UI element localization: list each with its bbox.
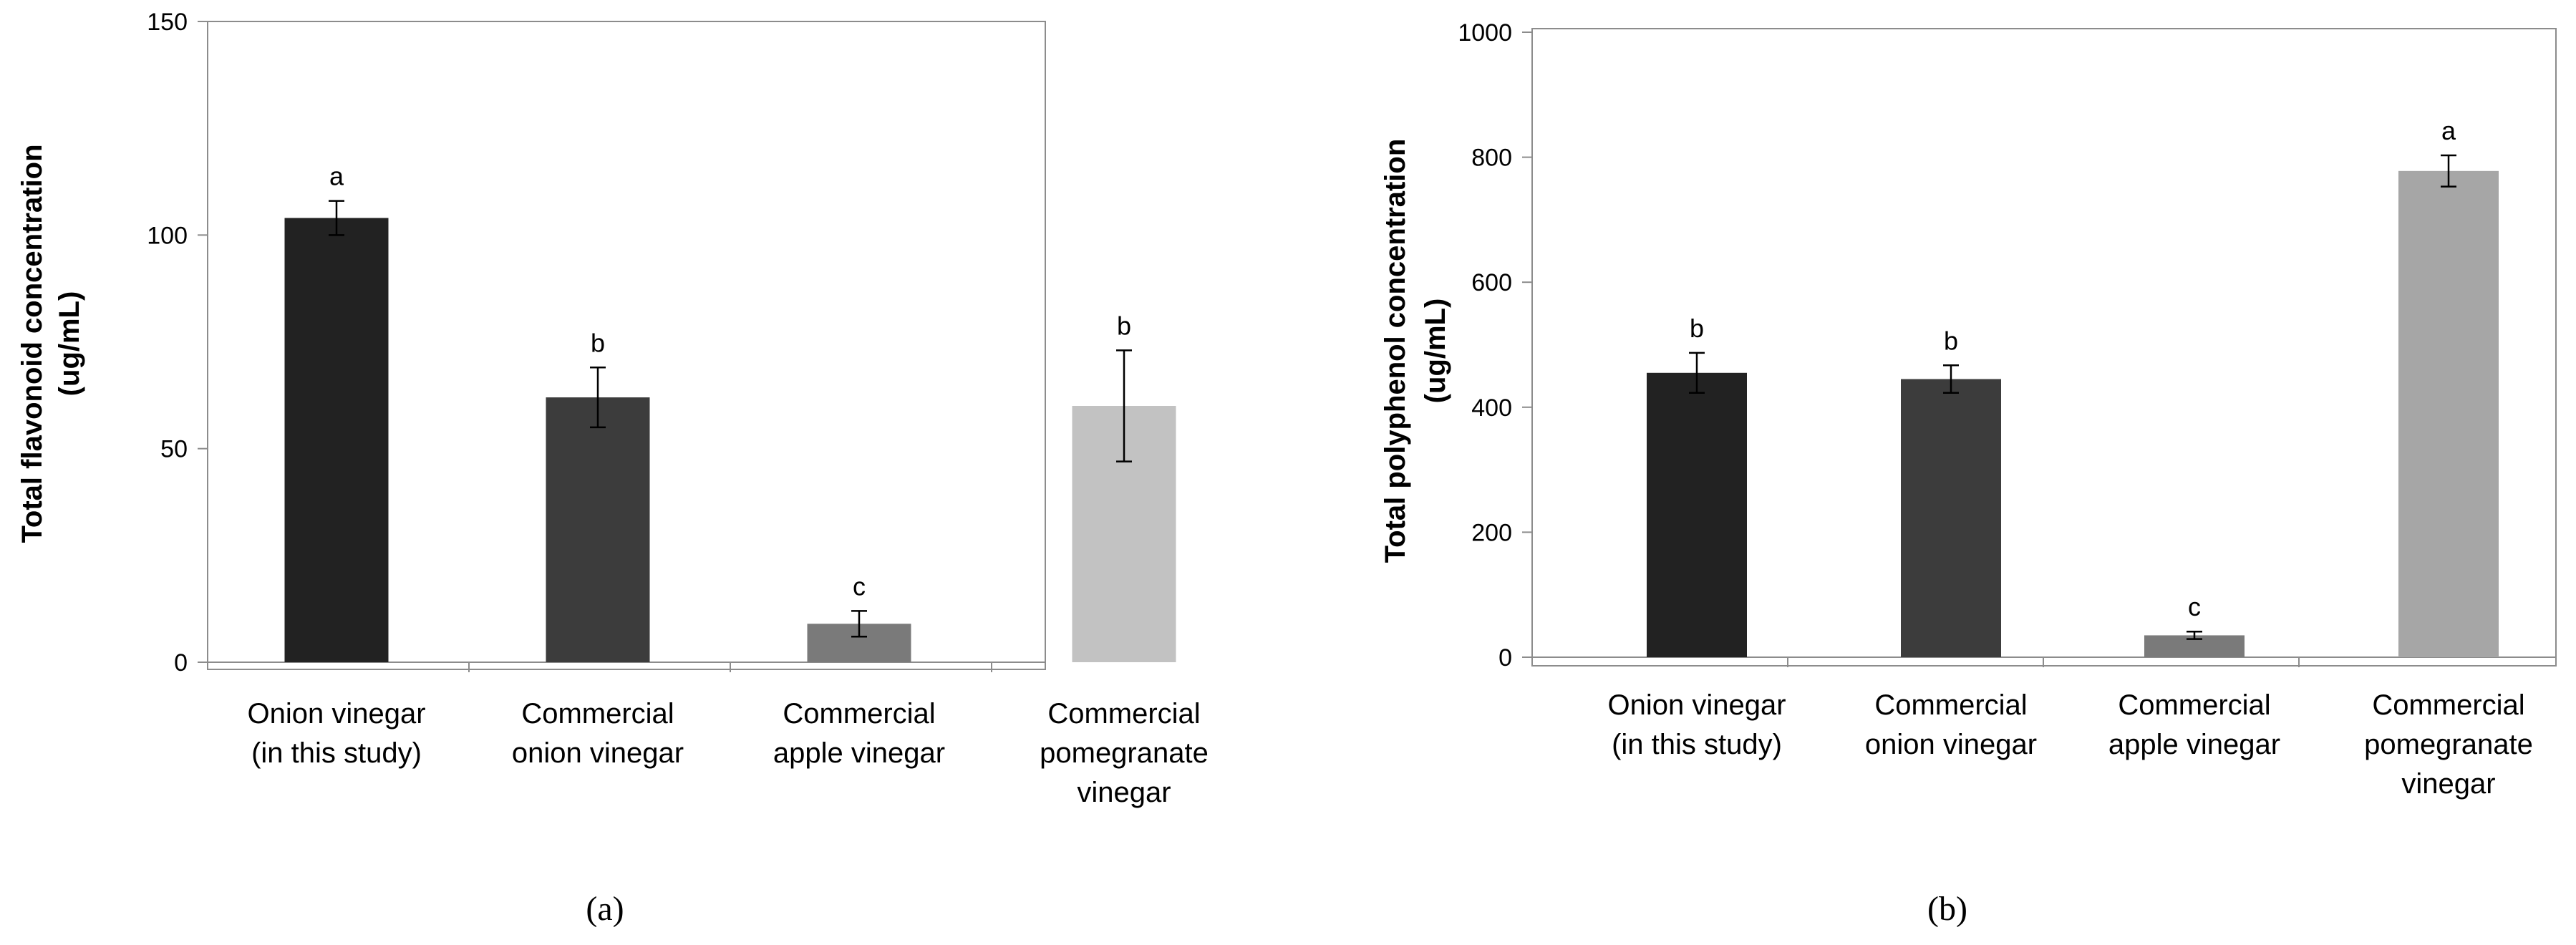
x-category-label: pomegranate xyxy=(1040,737,1209,769)
x-category-label: Commercial xyxy=(1874,689,2027,721)
x-category-label: (in this study) xyxy=(251,737,422,769)
y-axis-title: (ug/mL) xyxy=(54,291,85,397)
x-category-label: apple vinegar xyxy=(773,737,945,769)
x-category-label: pomegranate xyxy=(2364,729,2533,760)
bar xyxy=(284,218,389,662)
x-category-label: Commercial xyxy=(2372,689,2524,721)
y-tick-label: 50 xyxy=(160,436,188,463)
significance-label: b xyxy=(1117,311,1131,340)
x-category-label: onion vinegar xyxy=(1865,729,2037,760)
y-axis-title: Total flavonoid concentration xyxy=(16,144,48,543)
y-axis-title: Total polyphenol concentration xyxy=(1380,139,1411,563)
bar xyxy=(546,397,650,662)
significance-label: b xyxy=(591,328,605,357)
x-category-label: Commercial xyxy=(2118,689,2270,721)
x-category-label: onion vinegar xyxy=(512,737,684,769)
panel-label: (a) xyxy=(586,890,624,928)
significance-label: b xyxy=(1690,314,1704,343)
y-tick-label: 150 xyxy=(147,9,188,36)
significance-label: a xyxy=(329,162,344,191)
x-category-label: Commercial xyxy=(783,698,935,730)
y-tick-label: 0 xyxy=(1498,644,1512,672)
chart-panel-b: 0 200 400 600 800 1000 Total polyphenol concen… xyxy=(1380,19,2557,928)
significance-label: c xyxy=(853,571,866,601)
x-category-label: Onion vinegar xyxy=(1607,689,1786,721)
x-category-label: vinegar xyxy=(1077,777,1171,808)
bar xyxy=(2398,170,2499,657)
bar xyxy=(1901,379,2001,657)
panel-label: (b) xyxy=(1927,890,1967,928)
y-axis-title: (ug/mL) xyxy=(1420,299,1451,404)
x-category-label: (in this study) xyxy=(1612,729,1782,760)
y-tick-label: 0 xyxy=(174,649,188,677)
y-tick-label: 1000 xyxy=(1458,19,1512,47)
x-category-label: Onion vinegar xyxy=(247,698,425,730)
significance-label: a xyxy=(2441,116,2456,145)
x-category-label: vinegar xyxy=(2401,768,2495,800)
y-tick-label: 800 xyxy=(1471,145,1512,172)
y-tick-label: 200 xyxy=(1471,519,1512,546)
bar xyxy=(1647,372,1747,657)
chart-panel-a: 0 50 100 150 Total flavonoid concentration (u… xyxy=(16,9,1209,928)
y-tick-label: 100 xyxy=(147,222,188,249)
significance-label: c xyxy=(2188,592,2201,621)
significance-label: b xyxy=(1944,326,1958,355)
y-tick-label: 600 xyxy=(1471,269,1512,296)
x-category-label: Commercial xyxy=(521,698,674,730)
y-tick-label: 400 xyxy=(1471,394,1512,422)
x-category-label: Commercial xyxy=(1047,698,1200,730)
x-category-label: apple vinegar xyxy=(2108,729,2280,760)
